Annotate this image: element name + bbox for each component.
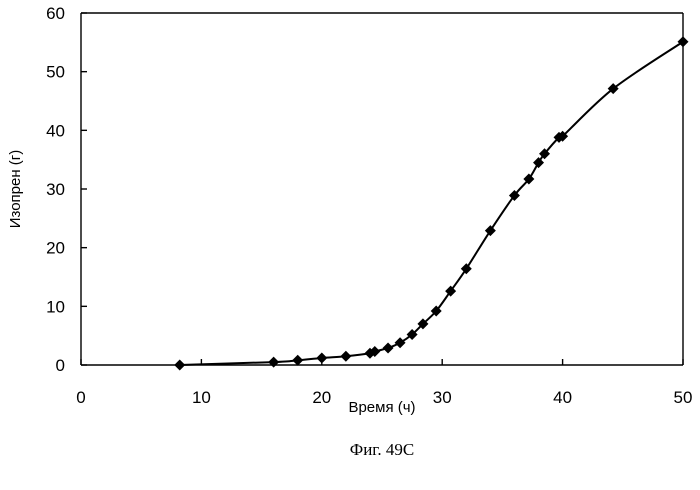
x-tick-label: 40 xyxy=(553,388,572,407)
y-tick-label: 60 xyxy=(46,4,65,23)
x-tick-label: 10 xyxy=(192,388,211,407)
data-point-marker xyxy=(292,355,303,366)
data-point-marker xyxy=(461,263,472,274)
data-point-marker xyxy=(485,225,496,236)
series-markers xyxy=(174,36,688,370)
y-tick-label: 0 xyxy=(56,356,65,375)
y-tick-label: 10 xyxy=(46,297,65,316)
data-point-marker xyxy=(174,360,185,371)
figure-caption: Фиг. 49С xyxy=(350,440,414,459)
data-point-marker xyxy=(340,351,351,362)
x-tick-label: 20 xyxy=(312,388,331,407)
x-tick-label: 0 xyxy=(76,388,85,407)
plot-area xyxy=(81,13,683,365)
data-point-marker xyxy=(678,36,689,47)
data-point-marker xyxy=(316,352,327,363)
x-tick-label: 50 xyxy=(674,388,693,407)
x-axis-title: Время (ч) xyxy=(348,399,415,416)
y-tick-label: 30 xyxy=(46,180,65,199)
data-point-marker xyxy=(383,342,394,353)
y-tick-label: 50 xyxy=(46,63,65,82)
x-tick-label: 30 xyxy=(433,388,452,407)
series-line xyxy=(180,42,683,365)
y-tick-label: 40 xyxy=(46,121,65,140)
y-axis-title: Изопрен (г) xyxy=(7,150,24,229)
data-point-marker xyxy=(395,337,406,348)
y-tick-label: 20 xyxy=(46,239,65,258)
data-point-marker xyxy=(533,157,544,168)
data-point-marker xyxy=(268,357,279,368)
